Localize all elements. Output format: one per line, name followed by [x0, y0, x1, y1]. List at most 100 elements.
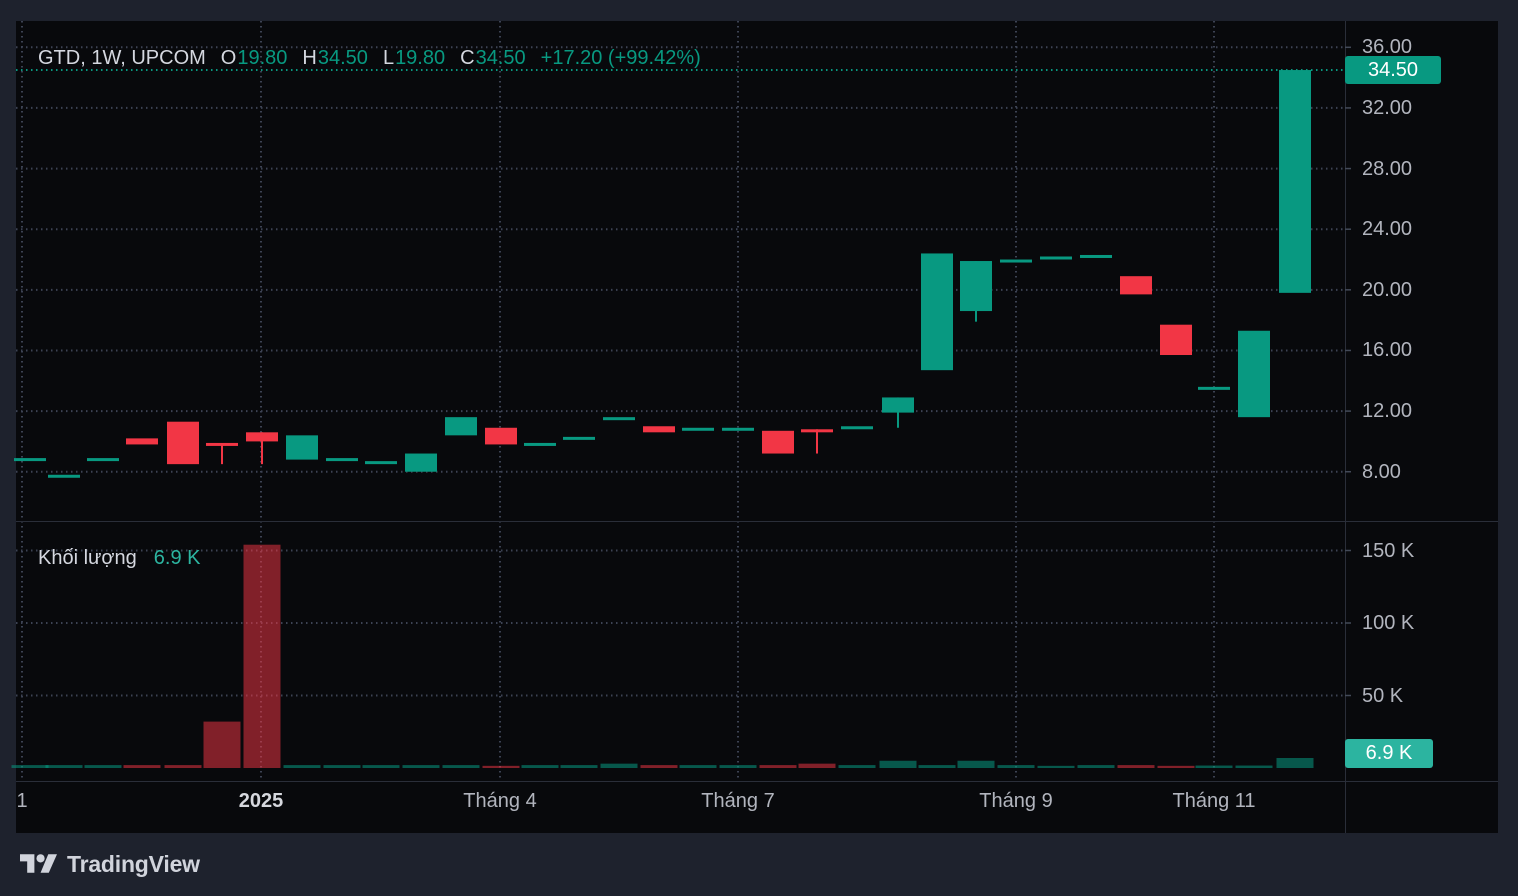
volume-bar: [11, 765, 49, 768]
price-axis-label: 28.00: [1362, 157, 1413, 180]
candle-body: [801, 429, 833, 433]
volume-bar: [759, 765, 797, 768]
price-axis-label: 24.00: [1362, 218, 1413, 241]
candle-body: [1040, 256, 1072, 260]
volume-bar: [283, 765, 321, 768]
candle-body: [1160, 324, 1192, 356]
volume-legend-label[interactable]: Khối lượng: [38, 546, 137, 569]
volume-bar: [879, 760, 917, 768]
time-axis-label: Tháng 7: [701, 790, 775, 812]
candle-body: [1000, 259, 1032, 263]
volume-bar: [997, 765, 1035, 768]
volume-bar: [957, 760, 995, 768]
volume-bar: [521, 765, 559, 768]
volume-bar: [1037, 765, 1075, 768]
candle-body: [485, 427, 517, 445]
candle-body: [603, 417, 635, 421]
volume-bar: [1195, 765, 1233, 768]
volume-bar: [123, 765, 161, 768]
volume-bar: [1077, 765, 1115, 768]
volume-bar: [362, 765, 400, 768]
volume-bar: [1117, 765, 1155, 768]
candle-body: [206, 442, 238, 446]
price-axis-label: 36.00: [1362, 36, 1413, 59]
candle-body: [405, 453, 437, 472]
tradingview-logo-icon[interactable]: [20, 850, 57, 879]
candle-body: [48, 474, 80, 478]
volume-bar: [1157, 765, 1195, 768]
volume-bar: [164, 765, 202, 768]
candle-body: [246, 432, 278, 442]
low-value: L 19.80: [382, 46, 446, 69]
volume-axis-label: 150 K: [1362, 539, 1415, 562]
time-axis-label: Tháng 9: [979, 790, 1053, 812]
time-axis-label: 1: [16, 790, 28, 812]
candle-body: [1120, 276, 1152, 295]
price-axis-label: 12.00: [1362, 400, 1413, 423]
candle-body: [1279, 70, 1311, 293]
candle-body: [524, 442, 556, 446]
candle-body: [167, 421, 199, 465]
tradingview-wordmark[interactable]: TradingView: [67, 851, 200, 877]
price-axis-label: 8.00: [1362, 460, 1401, 483]
candle-body: [1198, 386, 1230, 390]
volume-bar: [640, 765, 678, 768]
volume-legend-value: 6.9 K: [153, 546, 201, 569]
volume-bar: [482, 765, 520, 768]
candle-body: [326, 458, 358, 462]
price-axis-label: 20.00: [1362, 278, 1413, 301]
volume-bar: [918, 765, 956, 768]
candle-body: [1238, 330, 1270, 418]
candle-body: [1080, 254, 1112, 258]
volume-bar: [560, 765, 598, 768]
candle-body: [643, 426, 675, 433]
candle-body: [841, 426, 873, 430]
volume-legend: Khối lượng 6.9 K: [38, 545, 200, 571]
candle-body: [445, 417, 477, 436]
candle-body: [882, 397, 914, 413]
volume-bar: [402, 765, 440, 768]
volume-bar: [442, 765, 480, 768]
candle-body: [87, 458, 119, 462]
high-value: H 34.50: [302, 46, 368, 69]
change-value: +17.20 (+99.42%): [540, 46, 701, 69]
time-axis-label: Tháng 4: [463, 790, 537, 812]
volume-bar: [1276, 757, 1314, 768]
volume-axis-label: 50 K: [1362, 684, 1404, 707]
candle-body: [14, 458, 46, 462]
candle-body: [921, 253, 953, 371]
price-axis-label: 16.00: [1362, 339, 1413, 362]
last-price-badge: 34.50: [1345, 56, 1441, 85]
footer-bar: TradingView: [0, 833, 1518, 896]
volume-bar: [838, 765, 876, 768]
volume-bar: [203, 721, 241, 768]
volume-bar: [1235, 765, 1273, 768]
volume-axis-label: 100 K: [1362, 612, 1415, 634]
candle-body: [762, 430, 794, 454]
volume-bar: [719, 765, 757, 768]
open-value: O 19.80: [220, 46, 288, 69]
volume-bar: [323, 765, 361, 768]
last-volume-badge: 6.9 K: [1345, 739, 1433, 768]
candle-body: [682, 427, 714, 431]
time-axis-label: 2025: [238, 790, 284, 812]
volume-bar: [600, 763, 638, 768]
candle-body: [960, 261, 992, 312]
candle-body: [126, 438, 158, 445]
symbol-title[interactable]: GTD, 1W, UPCOM: [38, 46, 206, 69]
volume-bar: [243, 544, 281, 768]
price-axis-label: 32.00: [1362, 96, 1413, 119]
close-value: C 34.50: [460, 46, 526, 69]
volume-bar: [679, 765, 717, 768]
symbol-legend: GTD, 1W, UPCOM O 19.80 H 34.50 L 19.80 C 34.…: [38, 45, 701, 71]
candle-body: [286, 435, 318, 460]
candle-body: [365, 461, 397, 465]
candle-body: [722, 427, 754, 431]
candle-body: [563, 436, 595, 440]
time-axis-label: Tháng 11: [1172, 790, 1256, 812]
volume-bar: [45, 765, 83, 768]
volume-bar: [84, 765, 122, 768]
volume-bar: [798, 763, 836, 768]
